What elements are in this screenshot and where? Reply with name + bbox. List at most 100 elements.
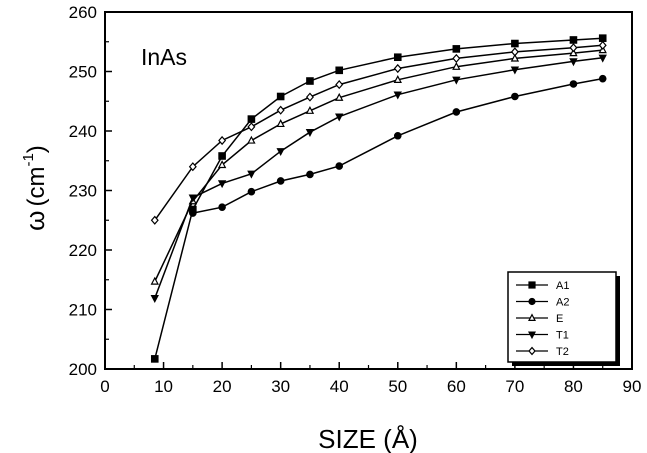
- data-point-t1: [305, 129, 315, 137]
- series-t1: [150, 54, 607, 304]
- legend-label-a2: A2: [556, 297, 569, 309]
- x-tick-label: 70: [505, 377, 524, 396]
- x-tick-label: 40: [330, 377, 349, 396]
- data-point-e: [305, 105, 315, 114]
- data-point-t1: [335, 113, 344, 122]
- legend-marker-a1: [528, 281, 536, 289]
- data-point-a1: [276, 92, 285, 101]
- series-a2: [189, 74, 607, 217]
- legend-marker-a2: [528, 297, 536, 306]
- legend-marker-e: [528, 313, 536, 321]
- data-point-a2: [511, 92, 519, 101]
- data-point-t2: [569, 43, 578, 53]
- data-point-a1: [569, 36, 578, 44]
- data-point-t2: [305, 92, 314, 102]
- y-axis-label-unit: (cm: [23, 167, 50, 207]
- data-point-a1: [218, 152, 226, 160]
- data-point-t1: [217, 180, 227, 189]
- data-point-a2: [452, 108, 461, 116]
- data-point-t1: [598, 54, 607, 63]
- x-tick-label: 10: [154, 377, 173, 396]
- x-tick-label: 0: [100, 377, 109, 396]
- data-point-a2: [393, 131, 402, 140]
- x-tick-label: 50: [388, 377, 407, 396]
- data-point-t2: [218, 135, 227, 146]
- data-point-a1: [511, 39, 519, 48]
- data-point-e: [510, 53, 520, 62]
- x-axis-label: SIZE (Å): [318, 424, 418, 453]
- x-tick-label: 90: [623, 377, 642, 396]
- data-point-a1: [598, 34, 607, 42]
- y-tick-label: 210: [69, 301, 97, 320]
- y-tick-label: 200: [69, 360, 97, 379]
- data-point-t2: [150, 215, 159, 225]
- data-point-a2: [218, 203, 226, 211]
- y-tick-label: 240: [69, 122, 97, 141]
- y-tick-label: 260: [69, 3, 97, 22]
- legend-label-a1: A1: [556, 280, 569, 292]
- y-axis-label: ω (cm-1): [20, 145, 50, 231]
- data-point-a2: [569, 80, 578, 88]
- data-point-t1: [188, 194, 198, 203]
- data-point-e: [393, 75, 402, 83]
- x-tick-label: 30: [271, 377, 290, 396]
- data-point-a2: [335, 162, 344, 170]
- y-tick-label: 220: [69, 241, 97, 260]
- data-point-t2: [598, 40, 607, 50]
- data-point-a2: [189, 209, 197, 217]
- data-point-a1: [247, 115, 256, 123]
- data-point-t1: [150, 295, 159, 304]
- legend-label-t2: T2: [556, 346, 569, 358]
- data-point-e: [335, 92, 344, 101]
- data-point-t2: [335, 79, 344, 90]
- data-point-a1: [393, 53, 402, 62]
- legend-marker-t1: [528, 331, 536, 340]
- data-point-e: [276, 119, 285, 128]
- series-line-a1: [154, 37, 603, 360]
- data-point-e: [150, 276, 159, 285]
- data-point-a2: [276, 177, 285, 185]
- data-point-a2: [306, 170, 314, 179]
- data-point-t2: [393, 63, 402, 74]
- data-point-a1: [335, 66, 344, 75]
- x-tick-label: 80: [564, 377, 583, 396]
- plot-layer: 0 10 20 30 40 50 60 70 80 90 200 210 220 230 240 250 260…: [69, 3, 642, 396]
- y-axis-label-close: ): [23, 145, 50, 153]
- data-point-t2: [276, 105, 285, 115]
- chart-annotation: InAs: [141, 44, 187, 70]
- data-point-t1: [276, 148, 285, 157]
- y-axis-label-symbol: ω: [20, 211, 50, 231]
- data-point-t2: [188, 162, 197, 172]
- legend-label-t1: T1: [556, 330, 569, 342]
- data-point-e: [452, 61, 461, 70]
- legend-marker-t2: [528, 346, 536, 356]
- x-tick-label: 20: [213, 377, 232, 396]
- data-point-t1: [452, 76, 461, 85]
- data-point-t1: [510, 66, 520, 75]
- data-point-t1: [247, 170, 256, 179]
- data-point-a1: [306, 77, 314, 85]
- y-tick-label: 230: [69, 182, 97, 201]
- data-point-t2: [510, 47, 519, 57]
- data-point-e: [247, 135, 256, 144]
- data-point-e: [569, 48, 578, 57]
- legend-label-e: E: [556, 313, 563, 325]
- data-point-a2: [247, 187, 256, 196]
- series-line-t1: [154, 57, 603, 299]
- data-point-a2: [598, 74, 607, 83]
- data-point-e: [217, 160, 227, 169]
- legend-box: [507, 271, 617, 363]
- x-tick-label: 60: [447, 377, 466, 396]
- y-axis-label-exponent: -1: [20, 153, 37, 166]
- legend: A1 A2 E T1 T2: [507, 271, 617, 363]
- data-point-a1: [150, 355, 159, 363]
- data-point-t1: [569, 58, 578, 67]
- y-tick-label: 250: [69, 63, 97, 82]
- series-line-e: [154, 49, 603, 282]
- data-point-t1: [393, 91, 402, 100]
- data-point-t2: [247, 122, 256, 132]
- data-point-a1: [452, 45, 461, 53]
- data-point-t2: [452, 53, 461, 64]
- series-e: [150, 45, 607, 285]
